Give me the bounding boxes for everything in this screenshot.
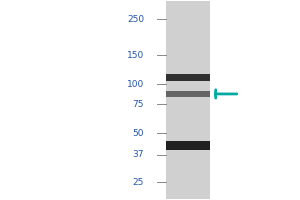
Bar — [167, 74, 210, 81]
Text: 75: 75 — [133, 100, 144, 109]
Text: 25: 25 — [133, 178, 144, 187]
Text: 250: 250 — [127, 15, 144, 24]
Text: 50: 50 — [133, 129, 144, 138]
Text: 150: 150 — [127, 51, 144, 60]
Text: 37: 37 — [133, 150, 144, 159]
Text: 100: 100 — [127, 80, 144, 89]
Bar — [167, 91, 210, 97]
Bar — [167, 1, 210, 199]
Bar — [167, 141, 210, 150]
